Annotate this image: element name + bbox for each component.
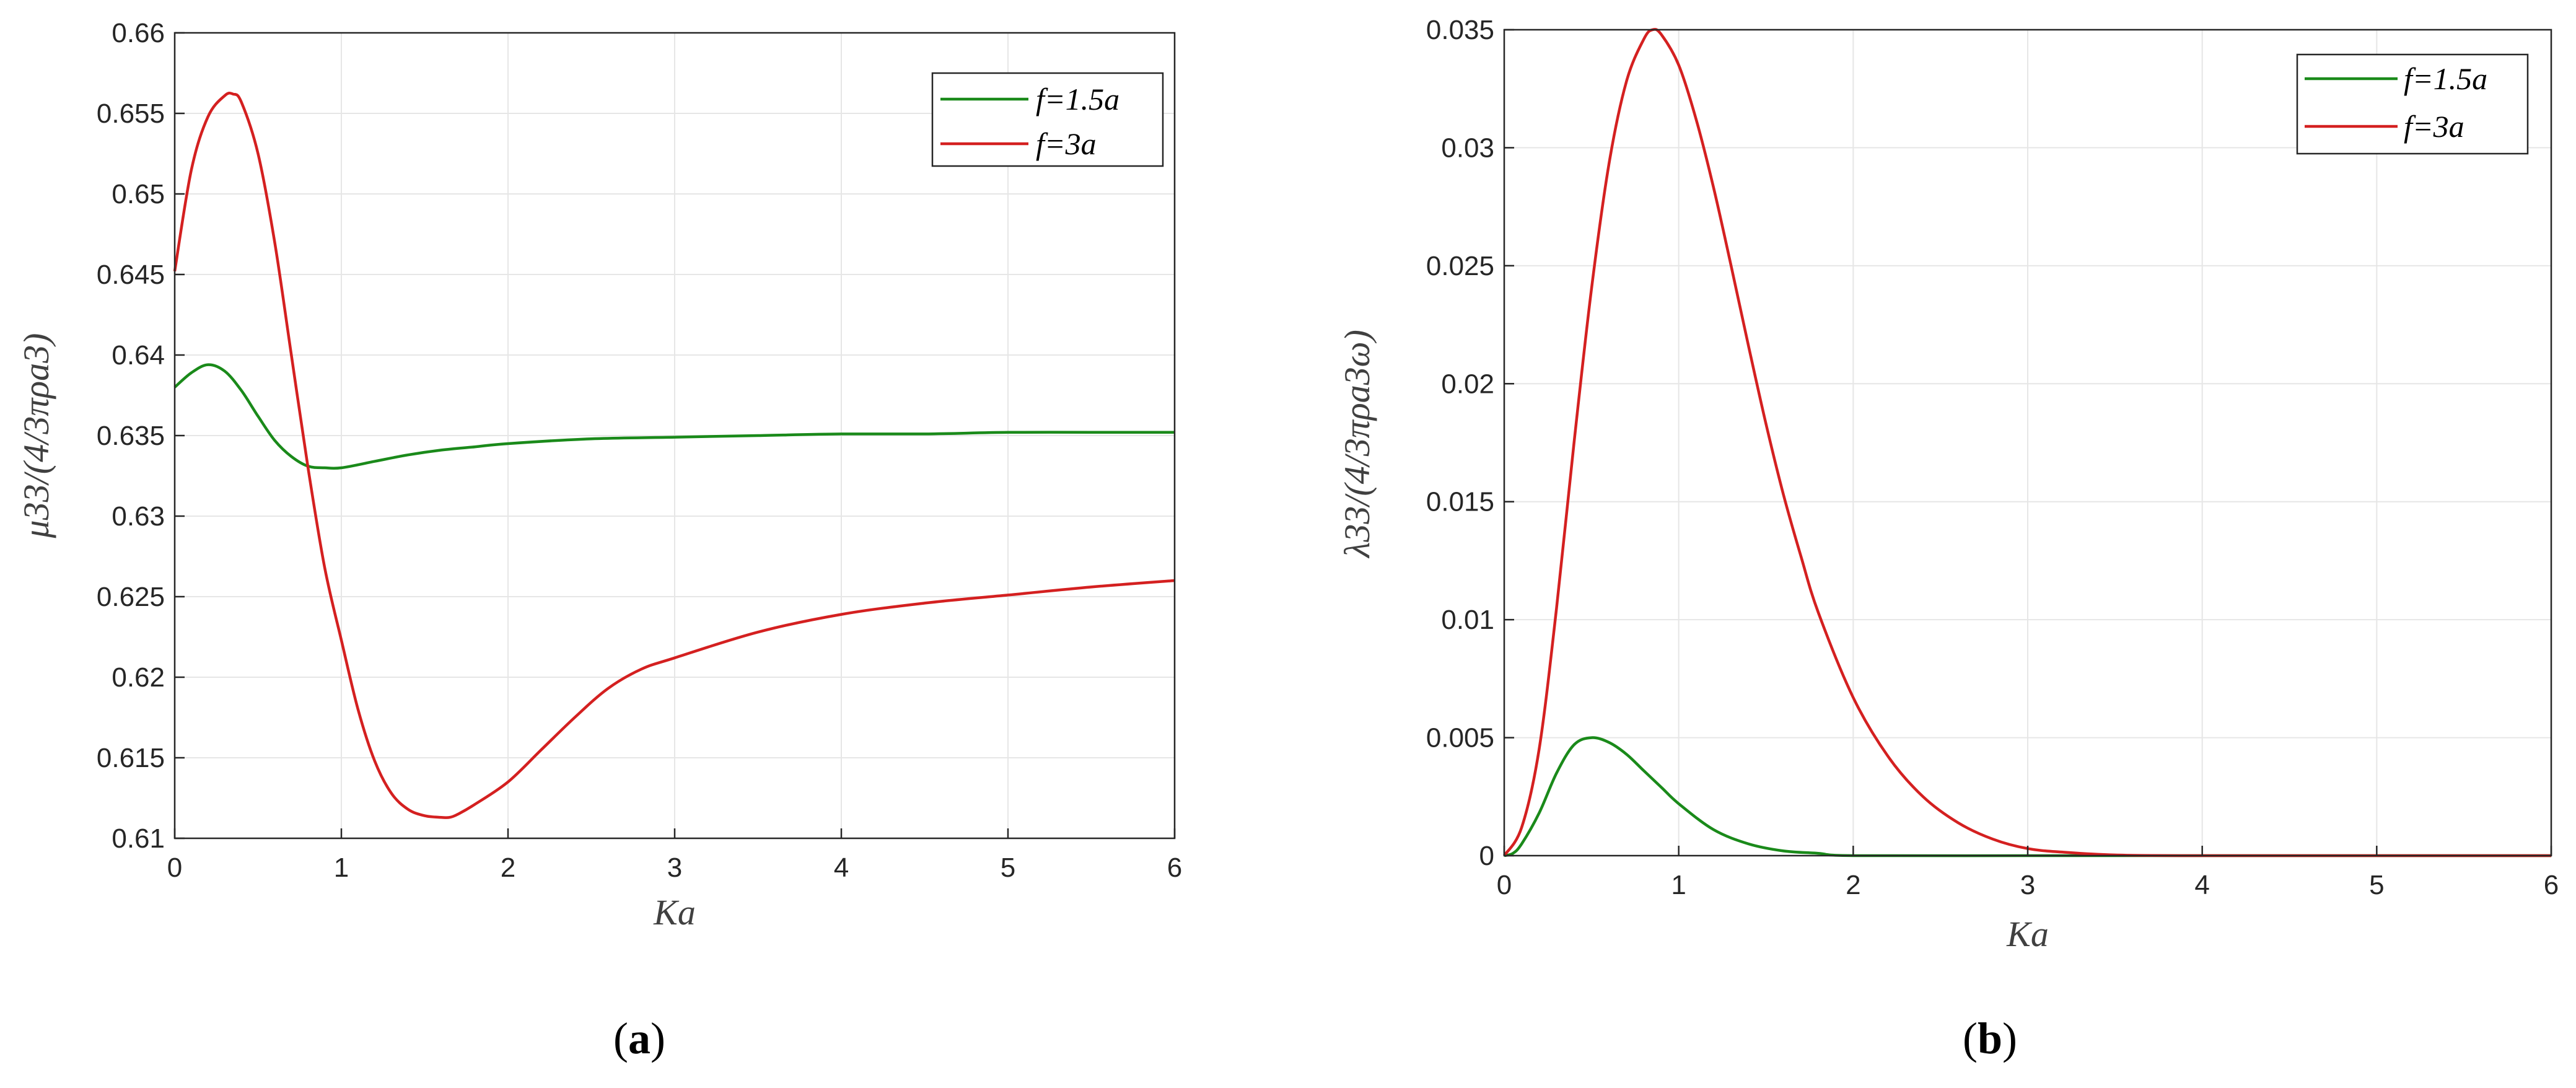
legend-b: f=1.5a f=3a xyxy=(2296,53,2529,155)
series-line-a-0 xyxy=(173,363,1175,470)
y-tick-label: 0.005 xyxy=(1426,723,1494,753)
chart-panel-b: 0 1 2 3 4 5 6 0 0.005 0.01 0.015 0.02 0.025 0.03 0.03… xyxy=(1337,15,2559,1063)
x-tick-label: 4 xyxy=(2194,870,2209,900)
panel-label-a: (a) xyxy=(613,1014,665,1063)
legend-label-b-0: f=1.5a xyxy=(2404,61,2487,96)
y-tick-label: 0 xyxy=(1479,841,1494,871)
legend-label-b-1: f=3a xyxy=(2404,109,2464,144)
legend-label-a-0: f=1.5a xyxy=(1036,82,1119,116)
y-tick-label: 0.65 xyxy=(112,179,165,209)
x-tick-label: 2 xyxy=(501,853,515,883)
legend-box-b xyxy=(2296,53,2529,155)
y-tick-label: 0.03 xyxy=(1441,133,1494,163)
x-axis-label-b: Ka xyxy=(2006,914,2049,954)
y-tick-label: 0.61 xyxy=(112,823,165,854)
y-ticks-b: 0 0.005 0.01 0.015 0.02 0.025 0.03 0.035 xyxy=(1426,15,1514,871)
x-axis-label-a: Ka xyxy=(653,892,696,932)
panel-letter-a: a xyxy=(628,1014,651,1063)
x-tick-label: 0 xyxy=(1497,870,1512,900)
y-tick-label: 0.625 xyxy=(97,582,165,612)
legend-box-a xyxy=(931,72,1164,167)
y-tick-label: 0.015 xyxy=(1426,487,1494,517)
y-tick-label: 0.655 xyxy=(97,99,165,129)
x-tick-label: 0 xyxy=(167,853,182,883)
x-ticks-a: 0 1 2 3 4 5 6 xyxy=(167,828,1182,883)
series-group-a xyxy=(173,91,1175,819)
y-tick-label: 0.645 xyxy=(97,260,165,290)
legend-label-a-1: f=3a xyxy=(1036,126,1097,161)
x-tick-label: 1 xyxy=(1671,870,1686,900)
y-tick-label: 0.01 xyxy=(1441,605,1494,635)
x-tick-label: 5 xyxy=(1001,853,1015,883)
y-ticks-a: 0.61 0.615 0.62 0.625 0.63 0.635 0.64 0.645 0.65… xyxy=(97,18,185,854)
x-tick-label: 5 xyxy=(2369,870,2384,900)
y-tick-label: 0.035 xyxy=(1426,15,1494,45)
legend-a: f=1.5a f=3a xyxy=(931,72,1164,167)
y-tick-label: 0.63 xyxy=(112,501,165,532)
y-tick-label: 0.66 xyxy=(112,18,165,48)
x-tick-label: 6 xyxy=(2544,870,2559,900)
y-tick-label: 0.615 xyxy=(97,743,165,773)
y-tick-label: 0.025 xyxy=(1426,251,1494,281)
y-tick-label: 0.64 xyxy=(112,340,165,371)
y-tick-label: 0.635 xyxy=(97,421,165,451)
x-tick-label: 3 xyxy=(667,853,682,883)
panel-label-b: (b) xyxy=(1963,1014,2017,1063)
x-tick-label: 4 xyxy=(834,853,849,883)
x-tick-label: 6 xyxy=(1167,853,1182,883)
x-tick-label: 2 xyxy=(1846,870,1860,900)
series-line-b-1 xyxy=(1503,28,2551,858)
y-axis-label-a: μ33/(4/3πρa3) xyxy=(16,333,56,539)
panel-letter-b: b xyxy=(1978,1014,2002,1063)
x-tick-label: 1 xyxy=(334,853,349,883)
x-ticks-b: 0 1 2 3 4 5 6 xyxy=(1497,846,2559,900)
y-tick-label: 0.62 xyxy=(112,662,165,693)
y-axis-label-b: λ33/(4/3πρa3ω) xyxy=(1337,330,1377,559)
x-tick-label: 3 xyxy=(2020,870,2035,900)
y-tick-label: 0.02 xyxy=(1441,369,1494,399)
series-line-a-1 xyxy=(173,91,1175,819)
